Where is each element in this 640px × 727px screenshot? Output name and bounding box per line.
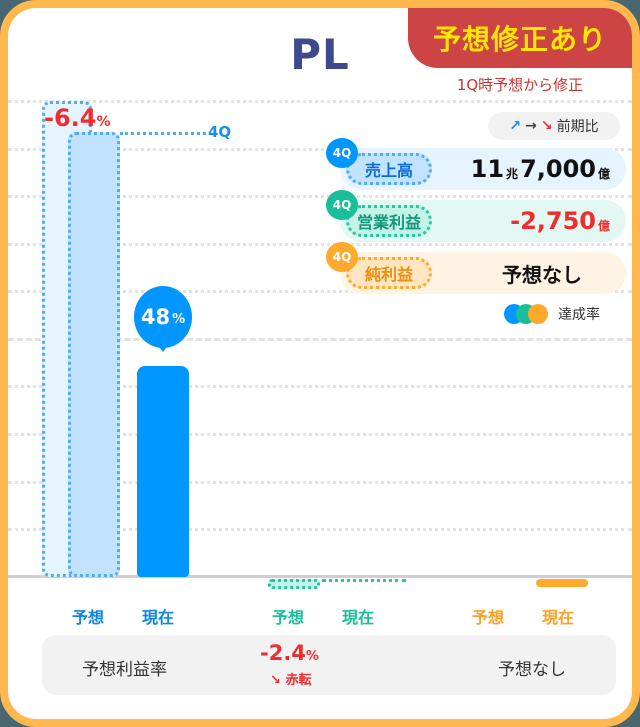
operating-profit-forecast-value: -2,750 億 [510, 207, 610, 235]
sales-forecast-value: 11 兆 7,000 億 [470, 155, 610, 183]
sales-achievement-bubble: 48% [134, 286, 192, 348]
net-profit-forecast-value: 予想なし [502, 262, 582, 287]
quarter-bubble-icon: 4Q [326, 242, 358, 272]
arrow-up-icon: ↗ [509, 118, 522, 134]
sales-tag: 売上高 [346, 153, 432, 185]
quarter-bubble-icon: 4Q [326, 190, 358, 220]
revision-badge: 予想修正あり [408, 8, 632, 68]
gridline [8, 243, 632, 246]
bubble-tail [157, 344, 169, 352]
arrow-down-icon: ↘ [270, 673, 281, 688]
arrow-right-icon: → [525, 118, 537, 134]
legend-row-net-profit: 純利益 4Q 予想なし [326, 242, 626, 294]
op-margin-value: -2.4% [260, 641, 319, 665]
revision-subtitle: 1Q時予想から修正 [456, 76, 584, 94]
gridline [8, 528, 632, 531]
arrow-down-icon: ↘ [540, 118, 553, 134]
x-label-sales-forecast: 予想 [72, 608, 105, 627]
gridline [8, 148, 632, 151]
gridline [8, 385, 632, 388]
achievement-legend: 達成率 [504, 304, 600, 324]
gridline-50 [8, 338, 632, 341]
quarter-bubble-icon: 4Q [326, 138, 358, 168]
sales-change-percent: -6.4% [44, 104, 111, 132]
gridline [8, 195, 632, 198]
gridline [8, 433, 632, 436]
sales-4q-label: 4Q [208, 123, 232, 141]
sales-4q-connector [120, 132, 206, 135]
x-label-net-forecast: 予想 [472, 608, 505, 627]
page-title: PL [290, 30, 350, 79]
op-margin-note: ↘ 赤転 [270, 673, 312, 688]
x-label-net-current: 現在 [542, 608, 575, 627]
legend-row-operating-profit: 営業利益 4Q -2,750 億 [326, 190, 626, 242]
forecast-margin-label: 予想利益率 [82, 660, 167, 680]
achievement-bubbles-icon [504, 304, 550, 324]
yoy-label: 前期比 [556, 119, 599, 135]
net-margin-value: 予想なし [498, 660, 566, 680]
gridline [8, 481, 632, 484]
net-profit-tag: 純利益 [346, 257, 432, 289]
x-label-op-current: 現在 [342, 608, 375, 627]
sales-forecast-bar [68, 132, 120, 577]
net-profit-current-bar [536, 579, 588, 587]
operating-profit-tag: 営業利益 [346, 205, 432, 237]
gridline [8, 290, 632, 293]
x-label-op-forecast: 予想 [272, 608, 305, 627]
gridline [8, 100, 632, 103]
op-profit-connector [322, 579, 406, 582]
op-profit-forecast-bar [268, 579, 320, 589]
sales-current-bar [137, 366, 189, 577]
achievement-label: 達成率 [558, 307, 600, 323]
forecast-margin-panel: 予想利益率 -2.4% ↘ 赤転 予想なし [42, 635, 616, 695]
x-label-sales-current: 現在 [142, 608, 175, 627]
yoy-comparison-pill: ↗ → ↘ 前期比 [488, 112, 620, 140]
chart-baseline [8, 575, 632, 578]
legend-row-sales: 売上高 4Q 11 兆 7,000 億 [326, 138, 626, 190]
